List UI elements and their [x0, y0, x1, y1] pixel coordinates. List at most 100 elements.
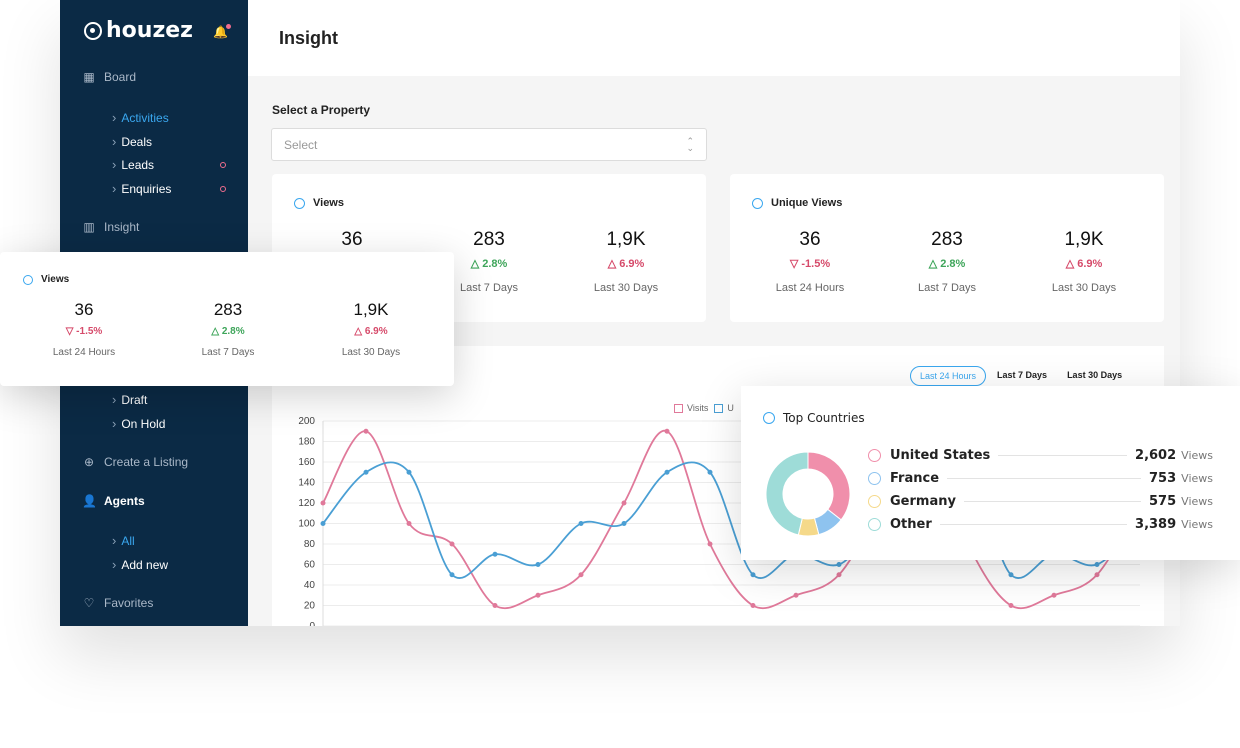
country-name: Other: [890, 516, 932, 532]
stat-change-value: 6.9%: [619, 258, 645, 270]
stat-change: △ 2.8%: [434, 257, 544, 270]
unique-stat-24h: 36 ▽ -1.5% Last 24 Hours: [755, 229, 865, 294]
country-color-marker: [868, 494, 881, 508]
user-icon: 👤: [82, 494, 97, 508]
stat-label: Last 30 Days: [1051, 282, 1117, 294]
legend-visits-label: Visits: [687, 403, 709, 413]
circle-icon: [763, 412, 775, 424]
country-value: 575: [1149, 493, 1177, 509]
stat-value: 1,9K: [1064, 229, 1104, 250]
stat-label: Last 30 Days: [341, 347, 401, 358]
nav-draft[interactable]: Draft: [112, 392, 232, 407]
nav-on-hold[interactable]: On Hold: [112, 416, 232, 431]
stat-change-value: -1.5%: [76, 326, 103, 337]
stat-label: Last 30 Days: [593, 282, 659, 294]
range-7d-button[interactable]: Last 7 Days: [997, 370, 1048, 380]
triangle-up-icon: △: [470, 258, 483, 270]
views-stat-30d: 1,9K △ 6.9% Last 30 Days: [571, 229, 681, 294]
nav-create-listing[interactable]: ⊕ Create a Listing: [82, 455, 188, 469]
plus-circle-icon: ⊕: [83, 455, 95, 469]
triangle-down-icon: ▽: [65, 326, 77, 337]
unique-stat-7d: 283 △ 2.8% Last 7 Days: [892, 229, 1002, 294]
popup-views-title: Views: [23, 274, 69, 285]
popup-stat-24h: 36 ▽ -1.5% Last 24 Hours: [29, 300, 139, 358]
nav-agents-all[interactable]: All: [112, 533, 232, 548]
enquiries-badge-dot: [220, 186, 226, 192]
country-value: 2,602: [1135, 447, 1177, 463]
stat-change: ▽ -1.5%: [755, 257, 865, 270]
property-select-value: Select: [284, 138, 318, 152]
nav-enquiries[interactable]: Enquiries: [112, 181, 232, 196]
triangle-down-icon: ▽: [789, 258, 802, 270]
country-unit: Views: [1181, 517, 1213, 531]
nav-insight[interactable]: ▥ Insight: [82, 220, 139, 234]
page-title: Insight: [279, 28, 338, 48]
donut-slice[interactable]: [765, 451, 809, 536]
country-name: France: [890, 470, 940, 486]
popup-views-title-text: Views: [41, 274, 70, 285]
stat-label: Last 7 Days: [201, 347, 255, 358]
nav-favorites[interactable]: ♡ Favorites: [82, 596, 154, 610]
triangle-up-icon: △: [1065, 258, 1078, 270]
legend-visits[interactable]: Visits: [674, 403, 708, 413]
location-pin-icon: [84, 21, 102, 40]
stat-label: Last 7 Days: [459, 282, 519, 294]
range-24h-button[interactable]: Last 24 Hours: [910, 366, 987, 386]
circle-icon: [752, 197, 763, 209]
country-unit: Views: [1181, 448, 1213, 462]
legend-unique-label: U: [727, 403, 734, 413]
leader-line: [963, 500, 1142, 502]
stat-change-value: -1.5%: [801, 258, 831, 270]
unique-stat-30d: 1,9K △ 6.9% Last 30 Days: [1029, 229, 1139, 294]
property-select-label: Select a Property: [272, 103, 371, 117]
nav-on-hold-label: On Hold: [121, 416, 166, 431]
nav-activities[interactable]: Activities: [112, 110, 232, 125]
leader-line: [947, 477, 1142, 479]
stat-value: 36: [341, 229, 363, 250]
stat-change-value: 6.9%: [364, 326, 388, 337]
stat-change: △ 6.9%: [571, 257, 681, 270]
nav-deals[interactable]: Deals: [112, 134, 232, 149]
select-caret-icon: ⌃ ⌄: [686, 136, 694, 153]
property-select[interactable]: Select ⌃ ⌄: [271, 128, 707, 161]
brand-logo[interactable]: houzez: [84, 18, 193, 43]
nav-agents[interactable]: 👤 Agents: [82, 494, 145, 508]
donut-slice[interactable]: [807, 451, 851, 521]
country-color-marker: [868, 448, 881, 462]
nav-insight-label: Insight: [104, 220, 140, 234]
views-card-title: Views: [294, 197, 344, 209]
nav-board[interactable]: ▦ Board: [82, 70, 136, 84]
stat-change: △ 6.9%: [316, 326, 426, 337]
country-row: France 753 Views: [868, 470, 1213, 486]
stat-change-value: 2.8%: [482, 258, 508, 270]
range-selector: Last 24 Hours Last 7 Days Last 30 Days: [910, 366, 1133, 386]
countries-donut-chart: [765, 451, 851, 537]
circle-icon: [294, 197, 305, 209]
country-unit: Views: [1181, 471, 1213, 485]
stat-value: 36: [74, 300, 94, 319]
country-row: Germany 575 Views: [868, 493, 1213, 509]
unique-views-card: Unique Views 36 ▽ -1.5% Last 24 Hours 283 △…: [730, 174, 1164, 322]
top-countries-title: Top Countries: [763, 411, 865, 425]
stat-change-value: 2.8%: [221, 326, 245, 337]
nav-leads[interactable]: Leads: [112, 157, 232, 172]
country-value: 3,389: [1135, 516, 1177, 532]
nav-favorites-label: Favorites: [104, 596, 154, 610]
country-unit: Views: [1181, 494, 1213, 508]
unique-views-title-text: Unique Views: [771, 197, 843, 209]
views-popup-card: Views 36 ▽ -1.5% Last 24 Hours 283 △ 2.8% La…: [0, 252, 454, 386]
range-30d-button[interactable]: Last 30 Days: [1067, 370, 1123, 380]
triangle-up-icon: △: [928, 258, 941, 270]
stat-value: 283: [213, 300, 243, 319]
notification-bell-icon[interactable]: 🔔: [213, 24, 231, 39]
country-color-marker: [868, 471, 881, 485]
nav-agents-add-new[interactable]: Add new: [112, 557, 232, 572]
stat-label: Last 7 Days: [917, 282, 977, 294]
heart-icon: ♡: [83, 596, 95, 610]
popup-stat-30d: 1,9K △ 6.9% Last 30 Days: [316, 300, 426, 358]
stat-value: 283: [931, 229, 963, 250]
stat-change: △ 6.9%: [1029, 257, 1139, 270]
country-name: United States: [890, 447, 991, 463]
legend-unique[interactable]: U: [714, 403, 734, 413]
stat-change-value: 6.9%: [1077, 258, 1103, 270]
